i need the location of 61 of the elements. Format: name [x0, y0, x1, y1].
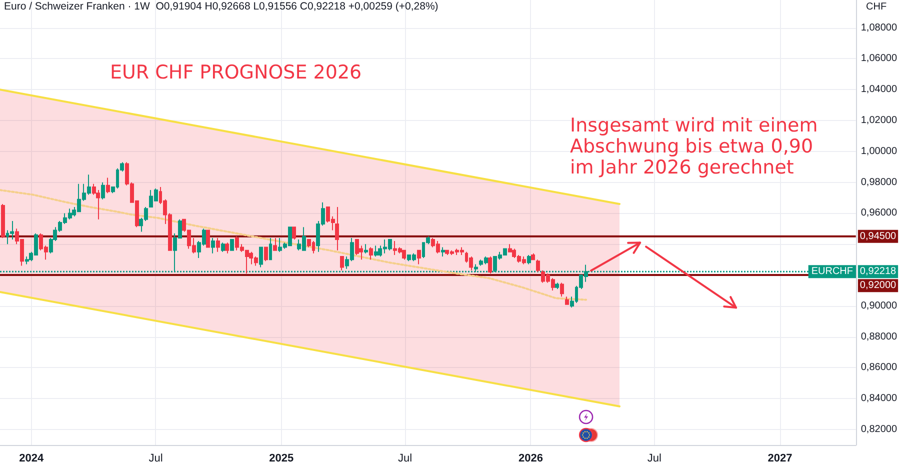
candlestick	[101, 182, 105, 200]
candlestick	[25, 256, 29, 265]
candlestick	[221, 242, 225, 252]
candlestick	[560, 282, 564, 298]
y-axis-title: CHF	[866, 2, 887, 12]
x-tick-label: 2024	[19, 452, 45, 464]
ref-line-label: 0,92000	[860, 280, 897, 292]
y-tick-label: 1,06000	[860, 53, 898, 64]
candlestick	[273, 237, 277, 251]
y-tick-label: 0,96000	[860, 208, 898, 219]
candlestick	[340, 256, 344, 271]
x-tick-label: Jul	[148, 452, 163, 464]
ref-line-label: 0,92218	[860, 266, 897, 278]
candlestick	[292, 226, 296, 240]
candlestick	[216, 237, 220, 252]
candlestick	[355, 238, 359, 256]
candlestick	[1, 203, 5, 238]
candlestick	[488, 256, 492, 274]
candlestick	[441, 246, 445, 257]
x-tick-label: 2025	[269, 452, 294, 464]
candlestick	[369, 246, 373, 260]
y-tick-label: 0,82000	[860, 424, 898, 436]
x-tick-label: 2027	[768, 452, 792, 464]
candlestick	[364, 244, 368, 254]
annotation: Insgesamt wird mit einem Abschwung bis etwa 0,90 im Jahr 2026 gerechnet	[570, 114, 824, 178]
candlestick	[527, 254, 531, 265]
chart-subtitle: Euro / Schweizer Franken · 1W O0,91904 H0,92668 L0,91556 C0,92218 +0,00259 (+0,28%)	[4, 0, 438, 12]
candlestick	[206, 230, 210, 248]
candlestick	[211, 237, 215, 254]
ref-line-label: 0,94500	[860, 230, 897, 242]
y-tick-label: 0,90000	[860, 300, 898, 312]
text: EUR CHF PROGNOSE 2026	[110, 62, 362, 84]
x-tick-label: Jul	[647, 452, 662, 464]
candlestick	[555, 282, 559, 290]
candlestick	[230, 238, 234, 251]
candlestick	[225, 242, 229, 254]
candlestick	[565, 296, 569, 305]
y-tick-label: 0,84000	[860, 393, 898, 404]
candlestick	[417, 250, 421, 265]
candlestick	[536, 259, 540, 272]
candlestick	[469, 256, 473, 271]
y-tick-label: 1,00000	[860, 146, 898, 157]
candlestick	[259, 246, 263, 268]
candlestick	[10, 220, 14, 240]
line-series	[0, 189, 588, 301]
y-tick-label: 0,86000	[860, 362, 898, 374]
y-tick-label: 1,02000	[860, 115, 898, 126]
y-tick-label: 0,98000	[860, 176, 898, 188]
candlestick	[264, 246, 268, 262]
candlestick	[335, 206, 339, 251]
candlestick	[402, 250, 406, 260]
text: EURCHF	[811, 266, 853, 278]
candlestick	[106, 177, 110, 194]
x-tick-label: Jul	[398, 452, 412, 464]
y-tick-label: 1,08000	[860, 22, 898, 34]
candlestick	[531, 252, 535, 260]
y-tick-label: 0,88000	[860, 331, 898, 342]
y-tick-label: 1,04000	[860, 84, 898, 96]
candlestick	[269, 237, 272, 260]
candlestick	[374, 245, 378, 257]
x-tick-label: 2026	[518, 452, 543, 464]
